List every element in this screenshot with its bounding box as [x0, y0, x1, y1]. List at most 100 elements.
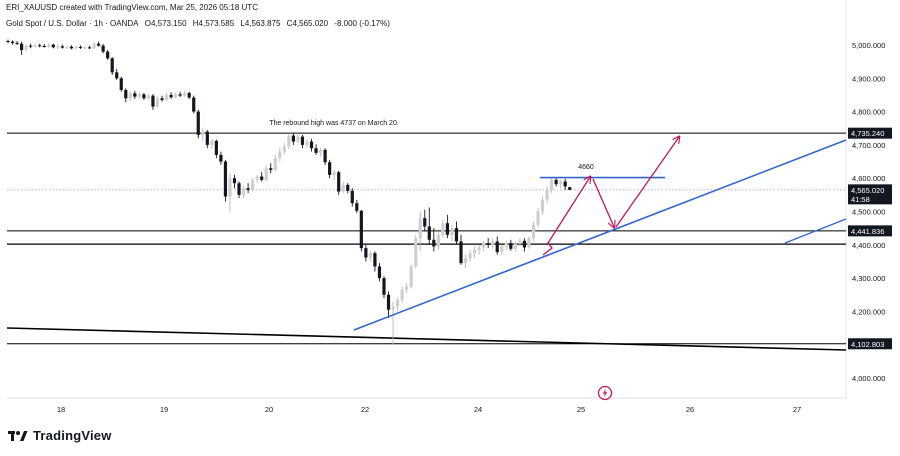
candle-body — [246, 188, 250, 190]
candle-body — [436, 234, 440, 247]
rebound-high-annotation: The rebound high was 4737 on March 20. — [269, 120, 399, 127]
candle-body — [346, 184, 350, 191]
candle-body — [196, 111, 200, 135]
candle-body — [545, 189, 549, 200]
candle-body — [255, 176, 259, 180]
candle-body — [463, 258, 468, 264]
y-tick-label: 4,200.000 — [852, 307, 885, 316]
candle-body — [359, 210, 363, 249]
x-tick-label: 19 — [160, 405, 168, 414]
candle-body — [51, 44, 55, 48]
y-tick-label: 4,000.000 — [852, 374, 885, 383]
level-label-4102-box — [848, 338, 892, 350]
candle-body — [495, 241, 499, 253]
current-price-label-box — [848, 184, 892, 205]
candle-body — [459, 241, 463, 264]
candle-body — [409, 266, 413, 287]
instrument-name: Gold Spot / U.S. Dollar · 1h · OANDA — [6, 19, 139, 28]
candle-body — [223, 161, 228, 197]
candle-body — [187, 92, 191, 98]
candle-body — [237, 183, 241, 195]
candle-body — [19, 43, 24, 50]
x-tick-label: 27 — [793, 405, 801, 414]
candle-body — [509, 243, 513, 249]
candle-body — [350, 190, 354, 204]
candle-body — [169, 94, 173, 98]
candle-body — [482, 243, 486, 248]
candle-body — [450, 228, 454, 235]
level-label-4735-text: 4,735.240 — [851, 129, 884, 138]
current-price-label-text: 4,565.020 — [851, 186, 884, 195]
candle-body — [128, 93, 132, 99]
candle-body — [559, 181, 563, 185]
candle-body — [146, 95, 151, 99]
candle-body — [486, 243, 490, 245]
candle-body — [210, 140, 214, 145]
current-price-label-text: 41:58 — [851, 195, 870, 204]
candle-body — [69, 46, 74, 49]
ohlc-change: -8.000 (-0.17%) — [334, 19, 390, 28]
candle-body — [550, 179, 554, 190]
candle-body — [60, 46, 64, 48]
tradingview-logo-icon — [8, 430, 28, 441]
candle-body — [124, 89, 128, 99]
candle-body — [337, 172, 341, 192]
candle-body — [377, 266, 382, 279]
logo-text: TradingView — [33, 428, 112, 443]
candle-body — [119, 78, 123, 90]
x-tick-label: 22 — [361, 405, 369, 414]
level-label-4735-box — [848, 127, 892, 139]
y-tick-label: 5,000.000 — [852, 41, 885, 50]
candle-body — [15, 43, 19, 45]
level-label-4102-text: 4,102.803 — [851, 340, 884, 349]
candle-body — [142, 94, 146, 99]
candle-body — [418, 218, 422, 239]
candle-body — [527, 238, 531, 248]
candle-body — [391, 306, 395, 310]
candle-body — [115, 72, 119, 79]
candle-body — [328, 162, 332, 175]
level-label-4441-box — [848, 225, 892, 237]
candle-body — [260, 176, 264, 180]
candle-body — [133, 93, 137, 97]
candle-body — [174, 94, 178, 98]
candle-body — [314, 148, 318, 153]
candle-body — [269, 168, 273, 170]
candle-body — [47, 44, 51, 47]
candle-body — [364, 248, 368, 258]
lightning-icon[interactable] — [597, 385, 613, 401]
tradingview-logo[interactable]: TradingView — [8, 428, 112, 443]
target-arrow-path — [615, 137, 679, 228]
y-tick-label: 4,600.000 — [852, 174, 885, 183]
candle-body — [513, 243, 517, 249]
candle-body — [386, 294, 391, 310]
x-tick-label: 26 — [686, 405, 694, 414]
ohlc-high: H4,573.585 — [192, 19, 235, 28]
candle-body — [151, 95, 155, 107]
parallel-trendline — [784, 218, 847, 244]
ohlc-open: O4,573.150 — [144, 19, 187, 28]
candle-body — [472, 249, 477, 254]
candle-body — [427, 226, 431, 240]
y-tick-label: 4,900.000 — [852, 74, 885, 83]
up-arrow-path — [542, 177, 590, 256]
candle-body — [205, 131, 209, 145]
candle-body — [97, 43, 101, 46]
candle-body — [155, 98, 160, 107]
y-tick-label: 4,500.000 — [852, 208, 885, 217]
candle-body — [332, 172, 336, 175]
rising-trendline — [353, 139, 847, 331]
candle-body — [264, 168, 268, 180]
x-tick-label: 20 — [265, 405, 273, 414]
candle-body — [323, 149, 327, 163]
candle-body — [373, 253, 377, 267]
candle-body — [219, 154, 223, 162]
candle-body — [287, 135, 291, 147]
candle-body — [368, 253, 372, 258]
candle-body — [554, 179, 558, 185]
candle-body — [382, 278, 386, 295]
candle-body — [251, 179, 255, 190]
candle-body — [445, 223, 450, 235]
candle-body — [106, 51, 110, 59]
